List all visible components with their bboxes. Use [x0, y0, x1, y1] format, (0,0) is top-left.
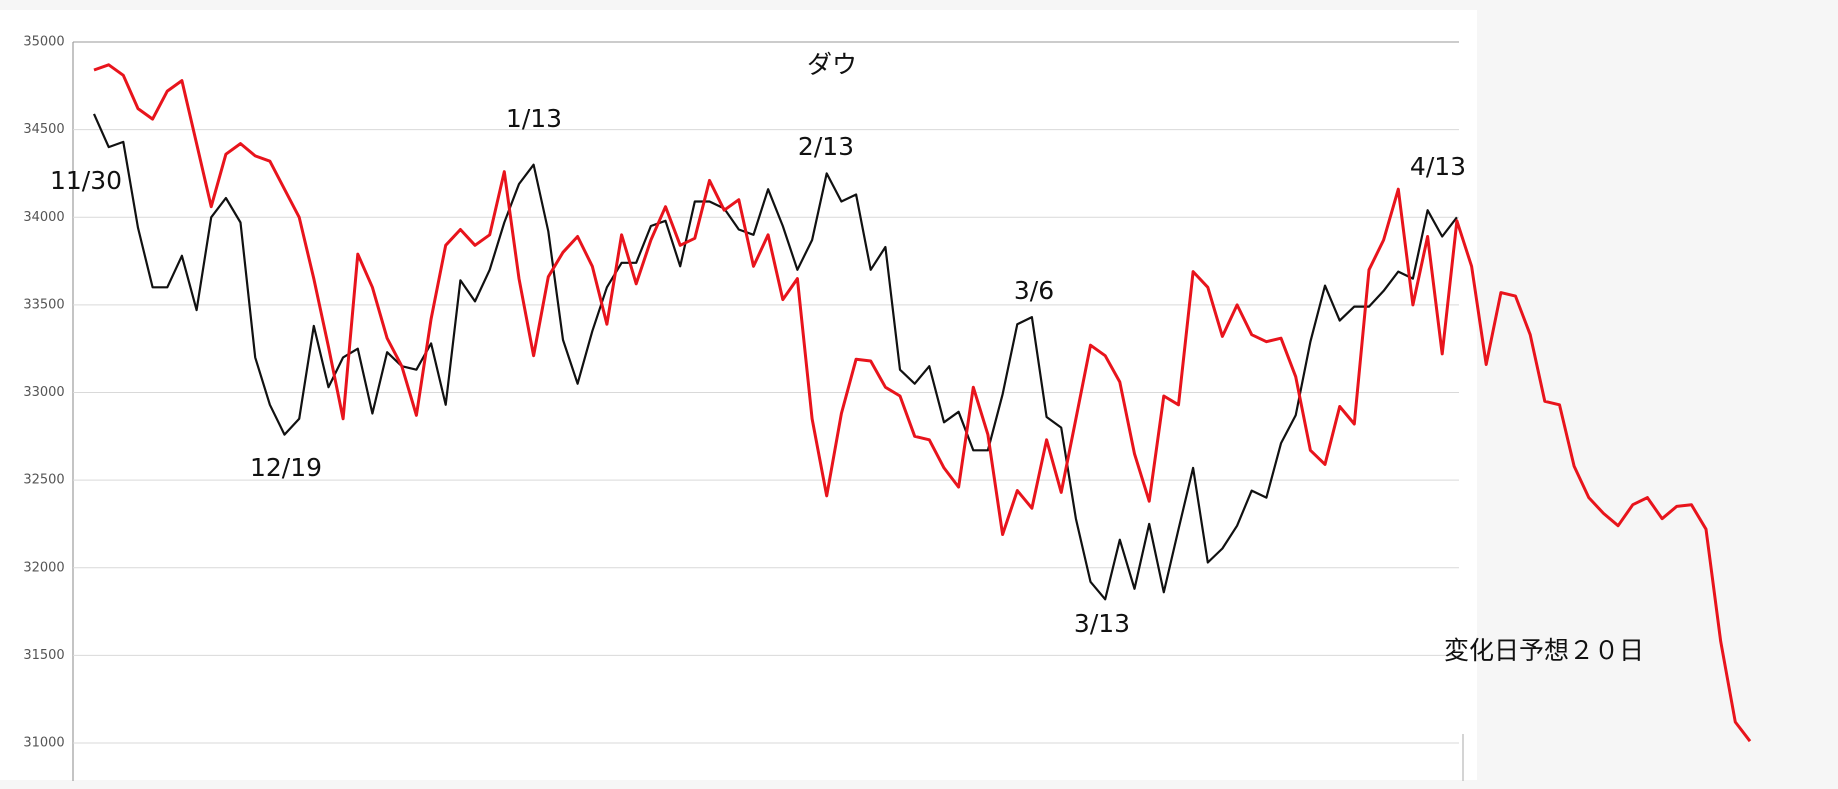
annotation: 12/19	[250, 453, 322, 482]
y-tick-label: 34500	[23, 122, 64, 137]
plot-background	[0, 10, 1477, 780]
y-tick-label: 31500	[23, 648, 64, 663]
annotation: 1/13	[506, 104, 562, 133]
annotation: 4/13	[1410, 152, 1466, 181]
chart-title: ダウ	[807, 50, 857, 79]
y-tick-label: 32500	[23, 473, 64, 488]
y-tick-label: 31000	[23, 736, 64, 751]
y-tick-label: 33000	[23, 385, 64, 400]
line-series	[93, 63, 1752, 743]
y-tick-label: 35000	[23, 35, 64, 50]
y-tick-label: 32000	[23, 560, 64, 575]
annotation: 3/13	[1074, 609, 1130, 638]
annotation: 変化日予想２０日	[1444, 636, 1644, 665]
annotation: 11/30	[50, 166, 122, 195]
annotation: 3/6	[1014, 276, 1054, 305]
y-tick-label: 34000	[23, 210, 64, 225]
annotation: 2/13	[798, 132, 854, 161]
line-series	[92, 113, 1458, 601]
y-tick-label: 33500	[23, 297, 64, 312]
